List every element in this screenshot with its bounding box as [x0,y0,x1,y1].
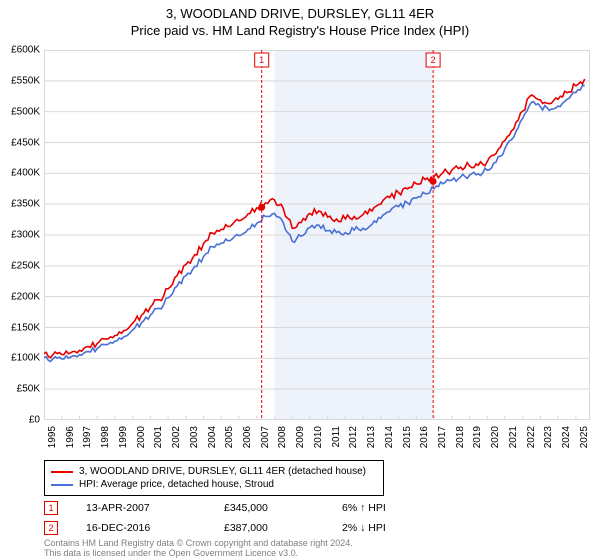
marker-number-box: 2 [44,521,58,535]
x-tick-label: 1997 [82,426,93,448]
x-tick-label: 1999 [118,426,129,448]
legend-item: 3, WOODLAND DRIVE, DURSLEY, GL11 4ER (de… [51,465,377,478]
marker-row: 1 13-APR-2007 £345,000 6% ↑ HPI [44,498,584,518]
footer-line-1: Contains HM Land Registry data © Crown c… [44,538,353,548]
x-axis: 1995 1996 1997 1998 1999 2000 2001 2002 2003 2004… [44,420,590,460]
chart-svg: 12 [44,50,590,420]
legend-item: HPI: Average price, detached house, Stro… [51,478,377,491]
y-tick-label: £0 [29,415,40,426]
marker-date: 13-APR-2007 [86,502,196,514]
page-title: 3, WOODLAND DRIVE, DURSLEY, GL11 4ER [0,6,600,21]
y-tick-label: £550K [11,75,40,86]
x-tick-label: 2007 [260,426,271,448]
x-tick-label: 2025 [579,426,590,448]
legend-label: 3, WOODLAND DRIVE, DURSLEY, GL11 4ER (de… [79,466,366,477]
x-tick-label: 2020 [490,426,501,448]
x-tick-label: 2009 [295,426,306,448]
marker-hpi-delta: 6% ↑ HPI [342,502,386,514]
y-tick-label: £300K [11,230,40,241]
legend-swatch [51,484,73,486]
y-tick-label: £100K [11,353,40,364]
svg-text:2: 2 [431,55,436,65]
y-tick-label: £200K [11,291,40,302]
x-tick-label: 2002 [171,426,182,448]
x-tick-label: 2001 [153,426,164,448]
y-tick-label: £150K [11,322,40,333]
header: 3, WOODLAND DRIVE, DURSLEY, GL11 4ER Pri… [0,0,600,38]
y-tick-label: £250K [11,260,40,271]
y-tick-label: £600K [11,45,40,56]
marker-row: 2 16-DEC-2016 £387,000 2% ↓ HPI [44,518,584,538]
y-tick-label: £50K [17,384,40,395]
footer-attribution: Contains HM Land Registry data © Crown c… [44,538,353,559]
marker-price: £345,000 [224,502,314,514]
x-tick-label: 2006 [242,426,253,448]
x-tick-label: 2024 [561,426,572,448]
y-axis: £0£50K£100K£150K£200K£250K£300K£350K£400… [0,50,44,420]
x-tick-label: 2003 [189,426,200,448]
x-tick-label: 2018 [455,426,466,448]
page-subtitle: Price paid vs. HM Land Registry's House … [0,23,600,38]
chart-plot-area: 12 [44,50,590,420]
x-tick-label: 1995 [47,426,58,448]
footer-line-2: This data is licensed under the Open Gov… [44,548,353,558]
x-tick-label: 2013 [366,426,377,448]
x-tick-label: 2015 [402,426,413,448]
svg-text:1: 1 [259,55,264,65]
x-tick-label: 2008 [277,426,288,448]
y-tick-label: £450K [11,137,40,148]
x-tick-label: 2022 [526,426,537,448]
x-tick-label: 2012 [348,426,359,448]
x-tick-label: 2016 [419,426,430,448]
x-tick-label: 2011 [331,426,342,448]
legend-swatch [51,471,73,473]
x-tick-label: 2000 [136,426,147,448]
marker-number-box: 1 [44,501,58,515]
y-tick-label: £500K [11,106,40,117]
marker-table: 1 13-APR-2007 £345,000 6% ↑ HPI 2 16-DEC-2016… [44,498,584,538]
marker-price: £387,000 [224,522,314,534]
x-tick-label: 2021 [508,426,519,448]
x-tick-label: 2014 [384,426,395,448]
x-tick-label: 1996 [65,426,76,448]
legend: 3, WOODLAND DRIVE, DURSLEY, GL11 4ER (de… [44,460,384,496]
y-tick-label: £400K [11,168,40,179]
x-tick-label: 2004 [207,426,218,448]
marker-hpi-delta: 2% ↓ HPI [342,522,386,534]
y-tick-label: £350K [11,199,40,210]
x-tick-label: 2017 [437,426,448,448]
x-tick-label: 2005 [224,426,235,448]
x-tick-label: 2023 [543,426,554,448]
legend-label: HPI: Average price, detached house, Stro… [79,479,274,490]
x-tick-label: 2019 [472,426,483,448]
x-tick-label: 2010 [313,426,324,448]
marker-date: 16-DEC-2016 [86,522,196,534]
x-tick-label: 1998 [100,426,111,448]
